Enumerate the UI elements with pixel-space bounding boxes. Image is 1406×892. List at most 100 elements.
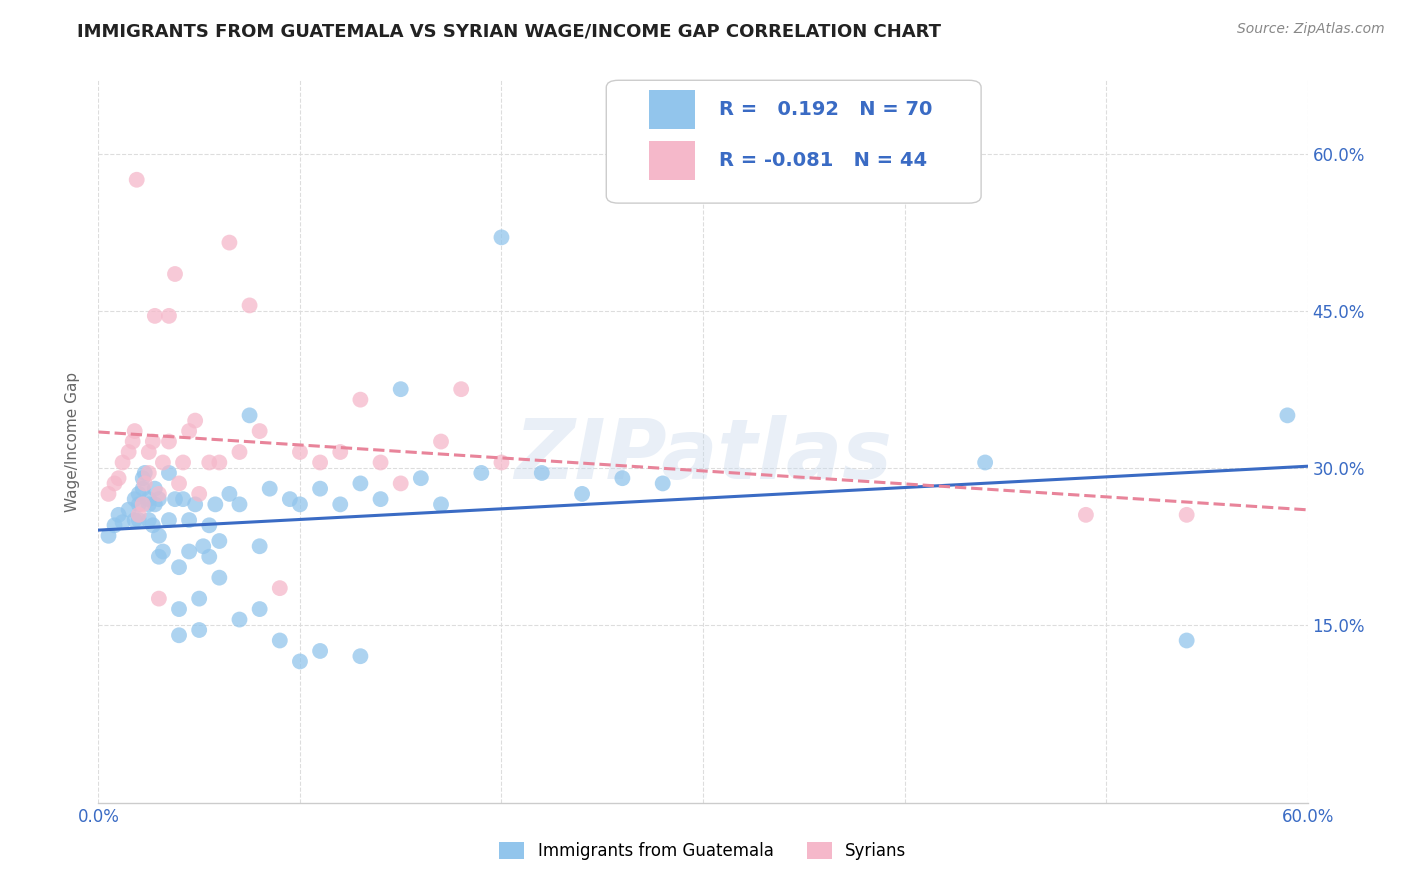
Point <box>143 497 166 511</box>
Point <box>132 497 155 511</box>
Point <box>118 502 141 516</box>
Point <box>188 487 211 501</box>
Point <box>157 434 180 449</box>
Point <box>179 424 201 438</box>
Point <box>157 466 180 480</box>
Point <box>1175 508 1198 522</box>
Point <box>138 466 160 480</box>
Point <box>148 492 170 507</box>
Point <box>152 455 174 469</box>
Point <box>132 471 155 485</box>
Point <box>249 602 271 616</box>
Point <box>1074 508 1097 522</box>
Point <box>103 476 125 491</box>
Point <box>370 492 392 507</box>
Point <box>349 476 371 491</box>
Point <box>204 497 226 511</box>
Point <box>107 471 129 485</box>
Point <box>157 513 180 527</box>
Point <box>134 476 156 491</box>
Point <box>450 382 472 396</box>
Point <box>103 518 125 533</box>
Point <box>107 508 129 522</box>
Point <box>172 492 194 507</box>
Point <box>218 487 240 501</box>
Point <box>491 455 513 469</box>
Point <box>163 492 186 507</box>
Point <box>167 560 190 574</box>
Point <box>430 434 453 449</box>
Point <box>309 482 332 496</box>
Y-axis label: Wage/Income Gap: Wage/Income Gap <box>65 371 80 512</box>
Text: ZIPatlas: ZIPatlas <box>515 416 891 497</box>
Point <box>259 482 281 496</box>
Point <box>208 571 231 585</box>
Point <box>128 497 150 511</box>
Bar <box>648 141 695 179</box>
Point <box>148 591 170 606</box>
Point <box>163 267 186 281</box>
Point <box>430 497 453 511</box>
Point <box>409 471 432 485</box>
Point <box>179 513 201 527</box>
Point <box>167 602 190 616</box>
Point <box>121 434 143 449</box>
Point <box>198 549 221 564</box>
Point <box>152 544 174 558</box>
Point <box>329 497 352 511</box>
Point <box>228 445 250 459</box>
Point <box>138 497 160 511</box>
Point <box>143 482 166 496</box>
Point <box>1175 633 1198 648</box>
Point <box>278 492 301 507</box>
Point <box>184 414 207 428</box>
Point <box>138 445 160 459</box>
Point <box>349 392 371 407</box>
Point <box>491 230 513 244</box>
Point <box>288 497 311 511</box>
Point <box>128 508 150 522</box>
Point <box>651 476 673 491</box>
Point <box>218 235 240 250</box>
Point <box>198 518 221 533</box>
Point <box>138 492 160 507</box>
Text: R =   0.192   N = 70: R = 0.192 N = 70 <box>718 100 932 119</box>
Point <box>167 476 190 491</box>
Point <box>142 434 165 449</box>
Point <box>138 513 160 527</box>
Point <box>612 471 634 485</box>
Point <box>148 549 170 564</box>
Point <box>571 487 593 501</box>
Point <box>97 529 120 543</box>
Point <box>389 476 412 491</box>
Point <box>1277 409 1299 423</box>
Point <box>143 309 166 323</box>
Point <box>198 455 221 469</box>
Point <box>228 613 250 627</box>
Point <box>309 455 332 469</box>
Text: Source: ZipAtlas.com: Source: ZipAtlas.com <box>1237 22 1385 37</box>
Point <box>329 445 352 459</box>
Point <box>239 409 262 423</box>
Point <box>269 581 291 595</box>
Point <box>148 529 170 543</box>
Point <box>111 455 134 469</box>
Point <box>111 515 134 529</box>
Point <box>124 492 146 507</box>
Legend: Immigrants from Guatemala, Syrians: Immigrants from Guatemala, Syrians <box>492 835 914 867</box>
Point <box>389 382 412 396</box>
Point <box>208 455 231 469</box>
Point <box>288 445 311 459</box>
FancyBboxPatch shape <box>606 80 981 203</box>
Point <box>167 628 190 642</box>
Point <box>128 513 150 527</box>
Point <box>124 424 146 438</box>
Point <box>470 466 492 480</box>
Point <box>188 591 211 606</box>
Point <box>128 487 150 501</box>
Bar <box>648 90 695 128</box>
Point <box>118 445 141 459</box>
Point <box>97 487 120 501</box>
Point <box>249 539 271 553</box>
Point <box>125 173 148 187</box>
